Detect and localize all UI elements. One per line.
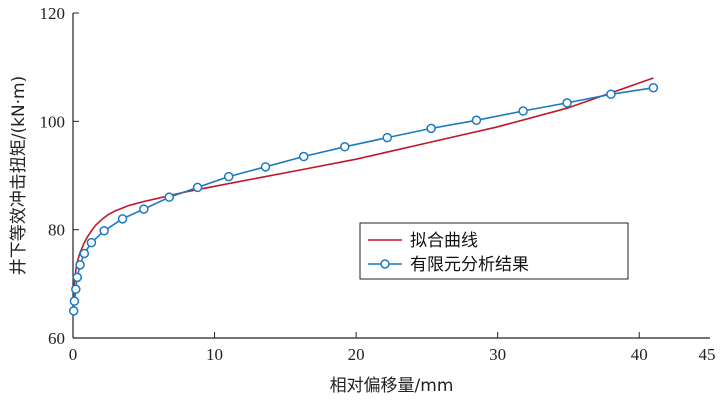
y-tick-label: 60 <box>48 329 65 348</box>
data-point <box>606 89 616 99</box>
legend-label-fit-curve: 拟合曲线 <box>410 231 478 251</box>
data-point <box>86 237 97 248</box>
x-tick-label: 10 <box>206 345 223 364</box>
x-tick-label: 30 <box>489 345 506 364</box>
data-point <box>68 306 79 316</box>
data-point <box>518 106 528 116</box>
data-point <box>71 284 81 294</box>
data-point <box>192 182 203 193</box>
x-tick-label: 0 <box>69 345 78 364</box>
y-tick-label: 80 <box>48 221 65 240</box>
data-point <box>562 98 572 108</box>
y-axis-label: 井下等效冲击扭矩/(kN·m) <box>9 76 29 276</box>
series-layer <box>68 77 659 316</box>
data-point <box>298 151 309 162</box>
data-point <box>260 162 271 172</box>
data-point <box>340 142 350 152</box>
data-point <box>79 248 90 259</box>
series-line-fit-curve <box>72 77 654 311</box>
data-point <box>382 132 393 143</box>
x-axis-label: 相对偏移量/mm <box>330 376 454 396</box>
data-point <box>139 204 149 214</box>
data-point <box>471 115 482 125</box>
data-point <box>72 272 82 283</box>
axes <box>72 13 710 339</box>
legend-label-fem-result: 有限元分析结果 <box>410 255 529 275</box>
data-point <box>69 296 80 306</box>
y-tick-label: 120 <box>40 4 66 23</box>
data-point <box>117 214 128 224</box>
x-tick-label: 20 <box>348 345 365 364</box>
x-tick-label: 45 <box>699 345 716 364</box>
x-tick-label: 40 <box>631 345 648 364</box>
legend: 拟合曲线 有限元分析结果 <box>359 222 629 280</box>
data-point <box>75 260 85 270</box>
data-point <box>164 192 175 202</box>
data-point <box>426 123 436 134</box>
ticks: 0 10 20 30 40 45 60 80 100 120 <box>40 4 716 364</box>
data-point <box>223 171 234 182</box>
data-point <box>99 226 109 236</box>
legend-box <box>359 222 629 280</box>
data-point <box>648 83 659 93</box>
legend-marker-fem-result <box>380 259 390 269</box>
y-tick-label: 100 <box>40 112 66 131</box>
